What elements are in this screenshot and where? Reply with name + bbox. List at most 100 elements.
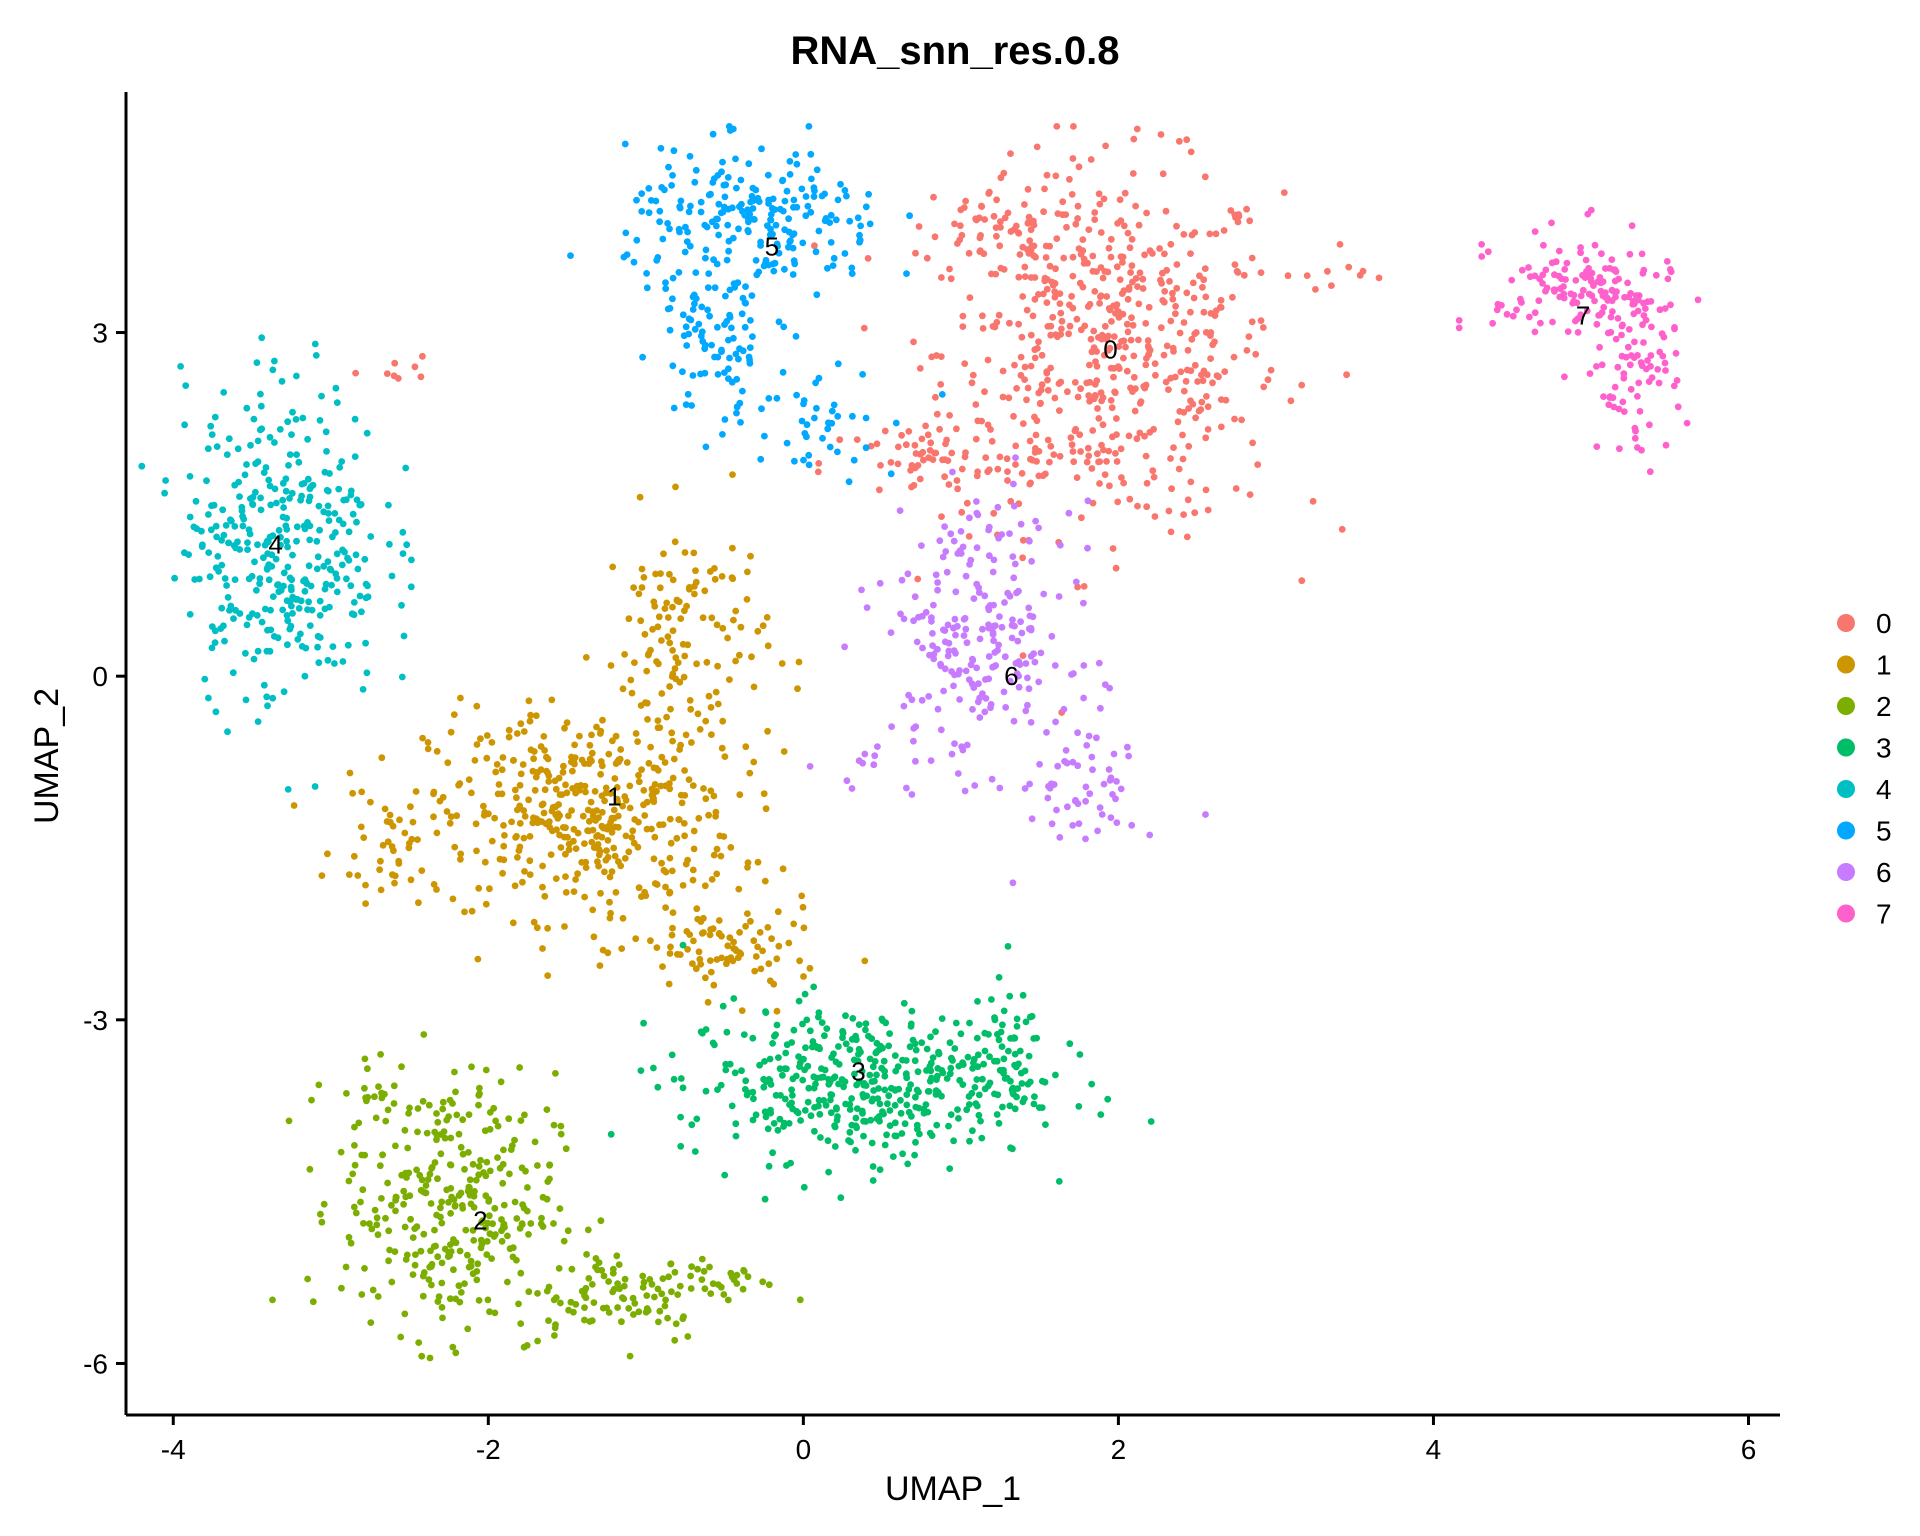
- data-point-cluster-1: [731, 945, 739, 953]
- data-point-cluster-1: [641, 812, 649, 819]
- legend-key-1: [1837, 655, 1855, 674]
- data-point-cluster-5: [736, 345, 743, 353]
- data-point-cluster-3: [933, 1121, 941, 1129]
- data-point-cluster-0: [1012, 461, 1019, 468]
- data-point-cluster-4: [352, 551, 360, 559]
- data-point-cluster-5: [697, 198, 705, 206]
- data-point-cluster-1: [610, 814, 618, 822]
- data-point-cluster-4: [323, 486, 331, 494]
- data-point-cluster-0: [1170, 444, 1177, 451]
- data-point-cluster-2: [701, 1285, 709, 1293]
- data-point-cluster-6: [934, 646, 941, 653]
- data-point-cluster-5: [689, 293, 697, 301]
- data-point-cluster-1: [694, 915, 702, 923]
- data-point-cluster-2: [457, 1143, 465, 1151]
- data-point-cluster-2: [349, 1170, 357, 1178]
- data-point-cluster-6: [985, 526, 992, 534]
- data-point-cluster-2: [468, 1063, 475, 1071]
- data-point-cluster-0: [1043, 171, 1051, 179]
- data-point-cluster-0: [1024, 185, 1032, 193]
- data-point-cluster-0: [1117, 445, 1125, 453]
- data-point-cluster-5: [683, 342, 691, 349]
- data-point-cluster-2: [437, 1213, 444, 1221]
- data-point-cluster-2: [431, 1226, 438, 1234]
- data-point-cluster-4: [218, 604, 226, 612]
- data-point-cluster-0: [999, 367, 1007, 375]
- data-point-cluster-6: [973, 664, 981, 672]
- data-point-cluster-4: [313, 537, 321, 545]
- data-point-cluster-1: [754, 943, 761, 951]
- cluster-label-3: 3: [851, 1056, 865, 1086]
- data-point-cluster-2: [374, 1293, 382, 1300]
- data-point-cluster-1: [473, 702, 481, 710]
- data-point-cluster-3: [1012, 1063, 1020, 1071]
- data-point-cluster-0: [997, 218, 1004, 226]
- data-point-cluster-5: [708, 341, 715, 349]
- data-point-cluster-0: [930, 193, 937, 201]
- data-point-cluster-1: [488, 837, 496, 845]
- data-point-cluster-1: [676, 951, 684, 958]
- data-point-cluster-1: [554, 810, 562, 818]
- data-point-cluster-4: [212, 564, 220, 572]
- data-point-cluster-3: [1018, 1080, 1026, 1087]
- data-point-cluster-0: [1142, 452, 1150, 460]
- data-point-cluster-0: [1001, 214, 1009, 222]
- data-point-cluster-1: [638, 893, 645, 900]
- data-point-cluster-5: [683, 238, 691, 246]
- data-point-cluster-1: [505, 733, 513, 741]
- data-point-cluster-7: [1607, 313, 1615, 321]
- data-point-cluster-5: [691, 178, 699, 186]
- data-point-cluster-1: [606, 873, 614, 881]
- data-point-cluster-3: [891, 1101, 899, 1109]
- data-point-cluster-3: [862, 1026, 869, 1034]
- data-point-cluster-3: [841, 1078, 849, 1085]
- data-point-cluster-1: [719, 624, 727, 632]
- data-point-cluster-4: [305, 562, 313, 570]
- data-point-cluster-5: [769, 195, 777, 203]
- data-point-cluster-3: [894, 1063, 902, 1070]
- data-point-cluster-4: [279, 496, 287, 504]
- data-point-cluster-3: [1000, 1055, 1008, 1063]
- data-point-cluster-0: [1180, 319, 1188, 326]
- data-point-cluster-6: [965, 676, 973, 683]
- data-point-cluster-3: [702, 1087, 710, 1095]
- data-point-cluster-3: [875, 1113, 883, 1120]
- data-point-cluster-0: [1128, 262, 1136, 270]
- data-point-cluster-2: [426, 1170, 434, 1178]
- data-point-cluster-1: [704, 998, 712, 1006]
- data-point-cluster-2: [453, 1111, 461, 1119]
- data-point-cluster-2: [600, 1272, 608, 1280]
- data-point-cluster-0: [876, 486, 883, 494]
- data-point-cluster-6: [976, 714, 984, 721]
- data-point-cluster-1: [530, 755, 537, 763]
- data-point-cluster-0: [1338, 525, 1346, 533]
- data-point-cluster-5: [728, 378, 736, 386]
- legend-label-5: 5: [1876, 816, 1892, 847]
- data-point-cluster-3: [722, 1060, 730, 1068]
- data-point-cluster-0: [960, 204, 968, 212]
- data-point-cluster-4: [206, 573, 214, 581]
- data-point-cluster-4: [302, 578, 310, 586]
- data-point-cluster-1: [743, 596, 751, 603]
- data-point-cluster-3: [640, 1019, 647, 1027]
- data-point-cluster-2: [643, 1292, 651, 1299]
- data-point-cluster-0: [939, 456, 946, 464]
- data-point-cluster-3: [1006, 992, 1014, 1000]
- data-point-cluster-6: [1082, 797, 1089, 805]
- data-point-cluster-4: [289, 610, 296, 617]
- data-point-cluster-3: [963, 1106, 971, 1114]
- data-point-cluster-5: [621, 140, 629, 148]
- data-point-cluster-6: [918, 696, 926, 704]
- data-point-cluster-1: [676, 678, 684, 686]
- data-point-cluster-7: [1577, 292, 1585, 300]
- data-point-cluster-6: [1093, 734, 1100, 742]
- data-point-cluster-6: [1113, 778, 1120, 785]
- data-point-cluster-3: [1076, 1051, 1084, 1058]
- data-point-cluster-1: [635, 884, 643, 892]
- data-point-cluster-5: [862, 414, 870, 422]
- data-point-cluster-0: [1220, 227, 1228, 234]
- data-point-cluster-1: [672, 483, 679, 491]
- data-point-cluster-2: [550, 1220, 557, 1227]
- data-point-cluster-0: [918, 435, 926, 443]
